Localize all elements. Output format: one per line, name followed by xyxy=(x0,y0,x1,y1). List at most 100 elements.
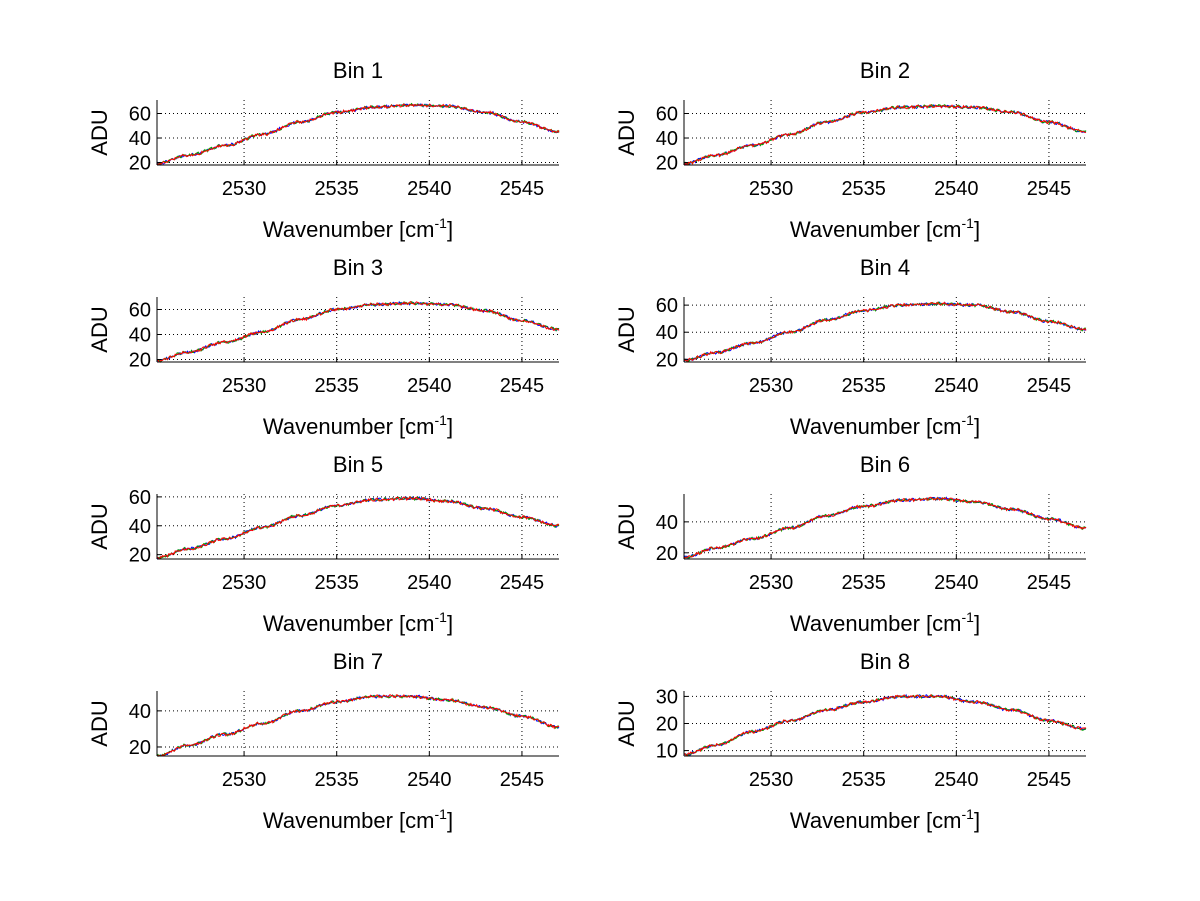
x-tick-label: 2540 xyxy=(934,375,979,397)
chart-title: Bin 8 xyxy=(860,649,910,674)
x-tick-label: 2545 xyxy=(1027,178,1072,200)
chart-title: Bin 7 xyxy=(333,649,383,674)
x-tick-label: 2545 xyxy=(1027,375,1072,397)
series-line-1 xyxy=(683,693,1087,757)
y-tick-label: 40 xyxy=(129,128,151,150)
y-tick-label: 30 xyxy=(656,686,678,708)
x-tick-label: 2545 xyxy=(1027,572,1072,594)
y-tick-label: 20 xyxy=(656,153,678,175)
x-axis-label: Wavenumber [cm-1] xyxy=(790,412,980,439)
x-tick-label: 2530 xyxy=(222,178,267,200)
x-axis-label: Wavenumber [cm-1] xyxy=(790,806,980,833)
x-tick-label: 2530 xyxy=(749,572,794,594)
y-tick-label: 60 xyxy=(656,295,678,317)
series-line-1 xyxy=(683,301,1087,362)
chart-bin-8: Bin 8 2530 2535 2540 2545 10 20 30 Wavenumber [c… xyxy=(614,649,1087,833)
series-line-2 xyxy=(156,301,560,363)
y-tick-label: 20 xyxy=(129,737,151,759)
y-tick-label: 40 xyxy=(656,128,678,150)
x-tick-label: 2545 xyxy=(500,572,545,594)
x-tick-label: 2535 xyxy=(841,572,886,594)
x-tick-label: 2540 xyxy=(934,572,979,594)
chart-bin-1: Bin 1 2530 2535 2540 2545 20 40 60 Wavenumber [c… xyxy=(87,58,560,242)
x-tick-label: 2540 xyxy=(407,178,452,200)
y-tick-label: 20 xyxy=(129,545,151,567)
y-tick-label: 40 xyxy=(656,512,678,534)
x-tick-label: 2530 xyxy=(222,572,267,594)
series-line-3 xyxy=(156,496,560,560)
x-tick-label: 2545 xyxy=(500,375,545,397)
chart-bin-5: Bin 5 2530 2535 2540 2545 20 40 60 Wavenumber [c… xyxy=(87,452,560,636)
y-axis-label: ADU xyxy=(87,306,112,352)
chart-title: Bin 2 xyxy=(860,58,910,83)
x-axis-label: Wavenumber [cm-1] xyxy=(790,609,980,636)
y-tick-label: 10 xyxy=(656,741,678,763)
x-tick-label: 2530 xyxy=(222,375,267,397)
y-tick-label: 20 xyxy=(656,543,678,565)
series-line-1 xyxy=(156,300,560,362)
x-axis-label: Wavenumber [cm-1] xyxy=(263,609,453,636)
series-line-1 xyxy=(683,496,1087,559)
series-line-3 xyxy=(156,693,560,757)
y-tick-label: 60 xyxy=(129,487,151,509)
y-tick-label: 60 xyxy=(129,300,151,322)
y-tick-label: 40 xyxy=(129,516,151,538)
x-tick-label: 2530 xyxy=(749,769,794,791)
x-tick-label: 2540 xyxy=(934,769,979,791)
chart-title: Bin 1 xyxy=(333,58,383,83)
y-tick-label: 40 xyxy=(129,325,151,347)
series-line-2 xyxy=(683,496,1087,559)
y-tick-label: 40 xyxy=(656,322,678,344)
y-axis-label: ADU xyxy=(87,503,112,549)
y-axis-label: ADU xyxy=(614,503,639,549)
x-tick-label: 2540 xyxy=(407,572,452,594)
series-line-2 xyxy=(156,102,560,165)
series-line-2 xyxy=(683,693,1087,757)
series-line-3 xyxy=(683,496,1087,559)
y-tick-label: 60 xyxy=(656,103,678,125)
x-tick-label: 2535 xyxy=(841,375,886,397)
x-tick-label: 2540 xyxy=(934,178,979,200)
y-tick-label: 20 xyxy=(656,349,678,371)
chart-title: Bin 4 xyxy=(860,255,910,280)
x-tick-label: 2545 xyxy=(500,769,545,791)
x-tick-label: 2540 xyxy=(407,769,452,791)
y-axis-label: ADU xyxy=(614,700,639,746)
y-tick-label: 40 xyxy=(129,701,151,723)
x-axis-label: Wavenumber [cm-1] xyxy=(263,215,453,242)
y-axis-label: ADU xyxy=(87,109,112,155)
x-tick-label: 2530 xyxy=(222,769,267,791)
chart-title: Bin 5 xyxy=(333,452,383,477)
series-line-3 xyxy=(683,693,1087,757)
y-axis-label: ADU xyxy=(614,306,639,352)
series-line-3 xyxy=(683,301,1087,362)
x-tick-label: 2530 xyxy=(749,375,794,397)
series-line-1 xyxy=(156,496,560,559)
x-tick-label: 2535 xyxy=(841,769,886,791)
series-line-2 xyxy=(156,495,560,560)
y-axis-label: ADU xyxy=(614,109,639,155)
series-line-3 xyxy=(156,300,560,363)
chart-bin-6: Bin 6 2530 2535 2540 2545 20 40 Wavenumber [cm-… xyxy=(614,452,1087,636)
y-tick-label: 60 xyxy=(129,103,151,125)
x-tick-label: 2545 xyxy=(1027,769,1072,791)
x-axis-label: Wavenumber [cm-1] xyxy=(263,412,453,439)
y-tick-label: 20 xyxy=(129,153,151,175)
x-tick-label: 2545 xyxy=(500,178,545,200)
chart-bin-2: Bin 2 2530 2535 2540 2545 20 40 60 Wavenumber [c… xyxy=(614,58,1087,242)
x-tick-label: 2530 xyxy=(749,178,794,200)
x-tick-label: 2535 xyxy=(314,178,359,200)
y-tick-label: 20 xyxy=(129,350,151,372)
x-tick-label: 2535 xyxy=(314,375,359,397)
series-line-3 xyxy=(683,104,1087,166)
chart-title: Bin 6 xyxy=(860,452,910,477)
x-tick-label: 2535 xyxy=(314,572,359,594)
chart-bin-4: Bin 4 2530 2535 2540 2545 20 40 60 Wavenumber [c… xyxy=(614,255,1087,439)
series-line-3 xyxy=(156,103,560,165)
x-tick-label: 2535 xyxy=(314,769,359,791)
x-axis-label: Wavenumber [cm-1] xyxy=(790,215,980,242)
chart-bin-3: Bin 3 2530 2535 2540 2545 20 40 60 Wavenumber [c… xyxy=(87,255,560,439)
chart-title: Bin 3 xyxy=(333,255,383,280)
x-tick-label: 2535 xyxy=(841,178,886,200)
